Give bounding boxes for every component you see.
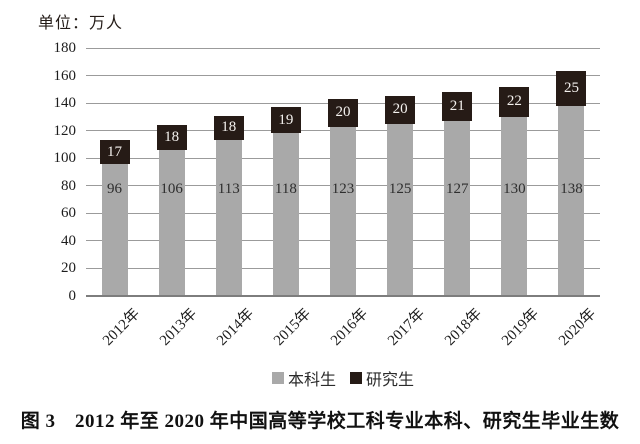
y-axis-tick-label: 160	[53, 67, 77, 84]
x-axis-label: 2018年	[442, 305, 486, 349]
y-axis-tick-label: 140	[53, 95, 77, 112]
bar-segment-graduate	[213, 115, 244, 141]
x-axis-label: 2013年	[156, 305, 200, 349]
legend-swatch-graduate-icon	[350, 372, 362, 384]
bar-segment-undergraduate	[158, 149, 185, 296]
bar-value-graduate: 19	[278, 111, 294, 128]
bar-segment-graduate	[556, 71, 587, 106]
bar-segment-graduate	[99, 140, 130, 164]
bar-segment-graduate	[328, 98, 358, 127]
x-axis-label: 2016年	[327, 305, 372, 349]
bar-segment-graduate	[499, 86, 530, 117]
x-axis-label: 2015年	[270, 305, 315, 349]
x-axis-line	[86, 295, 600, 297]
gridline	[86, 75, 600, 77]
bar-segment-graduate	[442, 92, 473, 121]
y-axis-tick-label: 80	[61, 177, 76, 194]
bar-value-graduate: 20	[392, 101, 408, 118]
bar-segment-graduate	[270, 107, 301, 134]
bar-segment-undergraduate	[558, 105, 585, 296]
bar-value-undergraduate: 130	[503, 181, 526, 197]
bar-value-undergraduate: 138	[560, 181, 583, 197]
y-axis-tick-label: 120	[53, 122, 77, 139]
legend: 本科生 研究生	[86, 366, 600, 390]
legend-item-undergraduate: 本科生	[271, 366, 336, 390]
bar-value-undergraduate: 125	[388, 181, 412, 197]
bar-segment-undergraduate	[387, 123, 414, 296]
bar-segment-undergraduate	[272, 133, 299, 296]
bar-value-graduate: 17	[107, 143, 123, 160]
x-axis-label: 2020年	[556, 305, 600, 349]
y-axis-tick-label: 180	[53, 40, 77, 56]
bar-value-undergraduate: 118	[274, 181, 297, 197]
bar-value-undergraduate: 113	[217, 181, 240, 197]
legend-swatch-undergraduate-icon	[271, 372, 284, 384]
x-axis-label: 2012年	[99, 305, 143, 349]
bar-segment-undergraduate	[215, 140, 242, 296]
bar-value-graduate: 25	[563, 80, 579, 97]
x-axis-label: 2017年	[385, 305, 429, 349]
y-axis-unit-label: 单位：万人	[38, 15, 124, 32]
bar-value-graduate: 20	[335, 104, 351, 121]
bar-segment-undergraduate	[501, 116, 528, 296]
bar-value-graduate: 21	[449, 98, 465, 115]
y-axis-tick-label: 20	[61, 260, 76, 277]
bar-value-undergraduate: 127	[445, 181, 469, 197]
legend-label-graduate: 研究生	[366, 372, 415, 389]
legend-item-graduate: 研究生	[350, 366, 414, 390]
x-axis-label: 2019年	[499, 305, 543, 349]
bar-value-graduate: 18	[164, 129, 180, 146]
figure-caption: 图 3 2012 年至 2020 年中国高等学校工科专业本科、研究生毕业生数	[20, 411, 620, 432]
y-axis-tick-label: 40	[61, 232, 76, 249]
bar-value-undergraduate: 106	[160, 181, 183, 197]
y-axis-tick-label: 60	[61, 205, 76, 222]
bar-value-graduate: 22	[506, 93, 522, 110]
legend-label-undergraduate: 本科生	[287, 372, 336, 389]
bar-segment-graduate	[385, 96, 416, 124]
x-axis-label: 2014年	[213, 305, 257, 349]
y-axis-tick-label: 0	[68, 288, 77, 304]
gridline	[86, 47, 600, 49]
y-axis-tick-label: 100	[53, 150, 77, 167]
bar-value-undergraduate: 96	[107, 181, 123, 197]
bar-segment-undergraduate	[444, 121, 471, 296]
bar-value-graduate: 18	[221, 119, 237, 136]
bar-segment-undergraduate	[330, 126, 356, 296]
bar-segment-graduate	[156, 125, 187, 150]
bar-value-undergraduate: 123	[331, 181, 355, 197]
bar-segment-undergraduate	[101, 163, 128, 296]
